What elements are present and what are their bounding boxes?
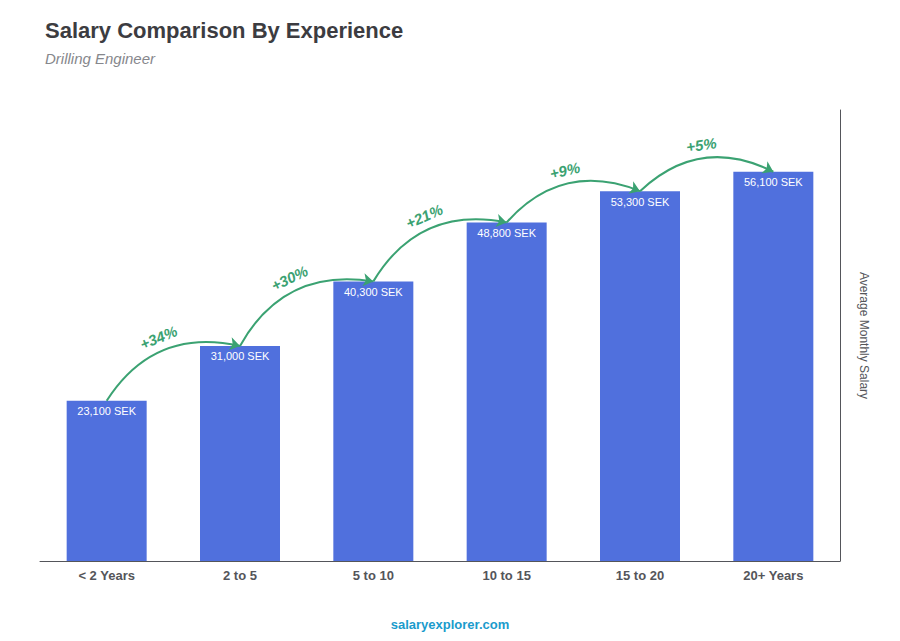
svg-text:< 2 Years: < 2 Years bbox=[78, 568, 135, 583]
svg-text:Average Monthly Salary: Average Monthly Salary bbox=[857, 272, 871, 399]
svg-text:40,300 SEK: 40,300 SEK bbox=[344, 286, 403, 298]
svg-text:23,100 SEK: 23,100 SEK bbox=[77, 405, 136, 417]
svg-text:56,100 SEK: 56,100 SEK bbox=[744, 176, 803, 188]
svg-text:+5%: +5% bbox=[685, 134, 718, 155]
svg-text:5 to 10: 5 to 10 bbox=[353, 568, 394, 583]
svg-text:53,300 SEK: 53,300 SEK bbox=[611, 196, 670, 208]
svg-text:15 to 20: 15 to 20 bbox=[616, 568, 664, 583]
svg-text:Drilling Engineer: Drilling Engineer bbox=[45, 50, 156, 67]
svg-text:2 to 5: 2 to 5 bbox=[223, 568, 257, 583]
svg-text:48,800 SEK: 48,800 SEK bbox=[477, 227, 536, 239]
svg-text:salaryexplorer.com: salaryexplorer.com bbox=[391, 617, 510, 632]
svg-text:+34%: +34% bbox=[137, 322, 179, 352]
svg-text:+30%: +30% bbox=[268, 262, 310, 294]
svg-text:10 to 15: 10 to 15 bbox=[482, 568, 530, 583]
svg-text:+9%: +9% bbox=[548, 159, 582, 182]
svg-text:20+ Years: 20+ Years bbox=[743, 568, 803, 583]
svg-text:31,000 SEK: 31,000 SEK bbox=[211, 350, 270, 362]
svg-text:Salary Comparison By Experienc: Salary Comparison By Experience bbox=[45, 18, 403, 43]
svg-text:+21%: +21% bbox=[403, 201, 445, 232]
